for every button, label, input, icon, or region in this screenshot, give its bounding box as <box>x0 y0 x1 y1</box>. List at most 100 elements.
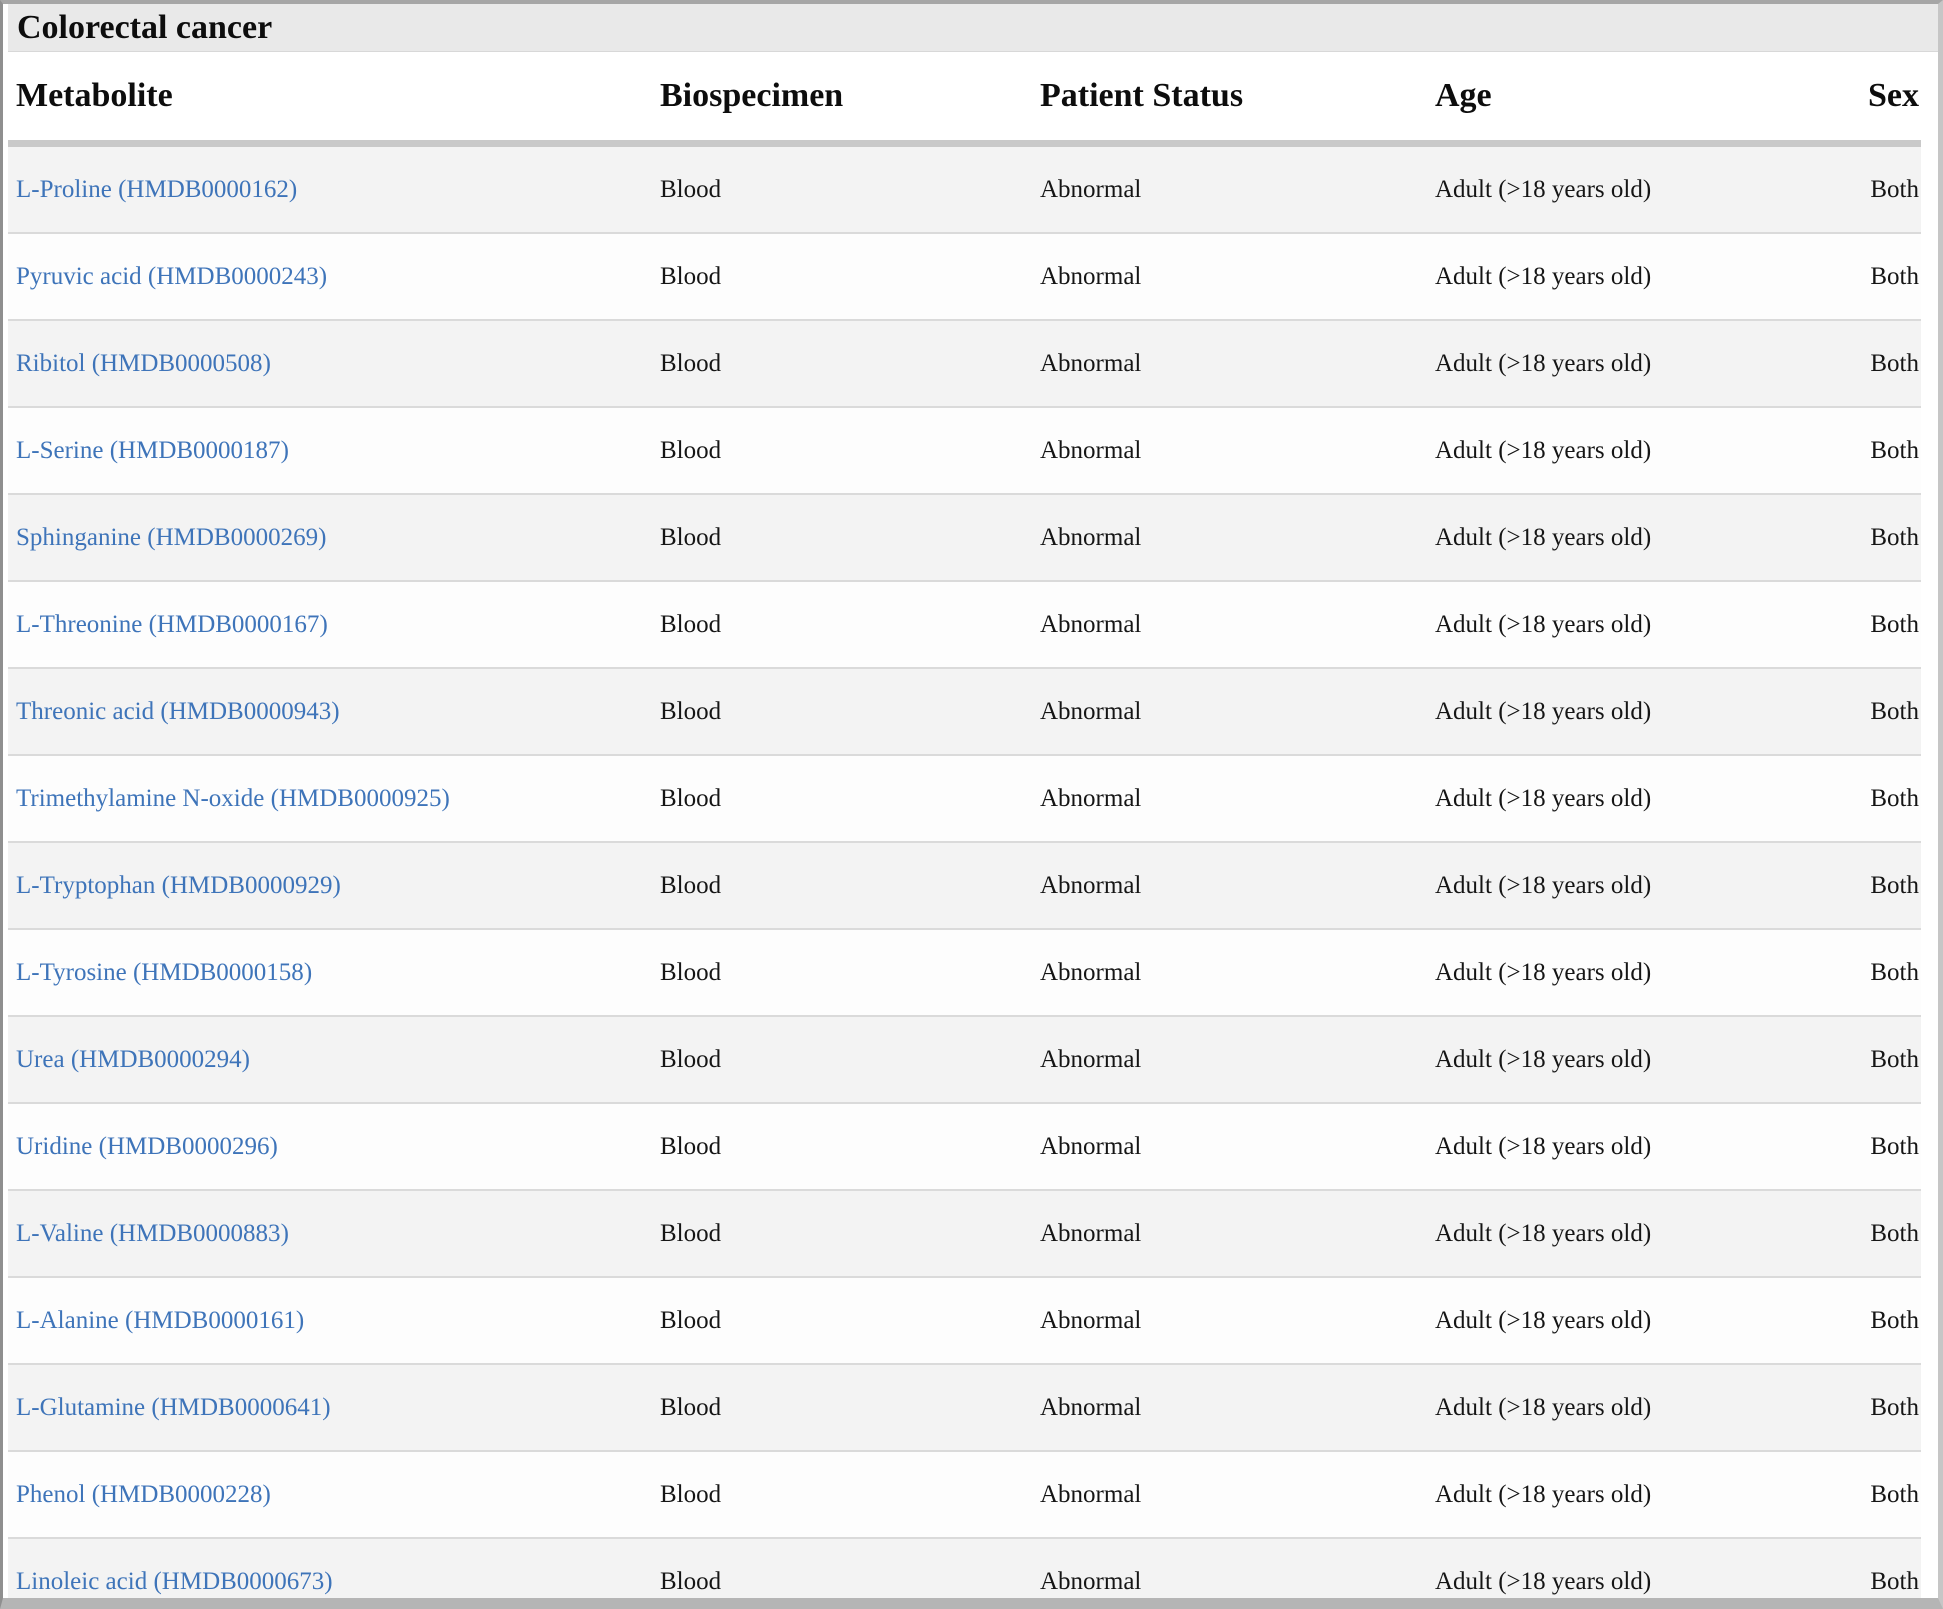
metabolite-link[interactable]: L-Alanine <box>16 1306 119 1334</box>
table-row: Linoleic acid (HMDB0000673) Blood Abnorm… <box>8 1537 1921 1598</box>
hmdb-id-link[interactable]: HMDB0000883 <box>118 1219 281 1247</box>
sex-cell: Both <box>1852 1537 1921 1598</box>
biospecimen-cell: Blood <box>652 1276 1032 1364</box>
close-paren: ) <box>318 523 327 551</box>
age-cell: Adult (>18 years old) <box>1427 493 1852 581</box>
table-header-row: Metabolite Biospecimen Patient Status Ag… <box>8 52 1921 147</box>
age-cell: Adult (>18 years old) <box>1427 841 1852 929</box>
close-paren: ) <box>441 784 450 812</box>
metabolite-cell: Uridine (HMDB0000296) <box>8 1102 652 1190</box>
patient-status-cell: Abnormal <box>1040 175 1142 203</box>
open-paren: ( <box>142 610 157 638</box>
table-row: L-Glutamine (HMDB0000641) Blood Abnormal… <box>8 1363 1921 1451</box>
hmdb-id-link[interactable]: HMDB0000641 <box>159 1393 323 1421</box>
metabolite-cell: L-Alanine (HMDB0000161) <box>8 1276 652 1364</box>
open-paren: ( <box>85 349 101 377</box>
metabolite-link[interactable]: L-Tyrosine <box>16 958 127 986</box>
metabolite-link[interactable]: Linoleic acid <box>16 1567 148 1595</box>
close-paren: ) <box>280 436 289 464</box>
metabolite-link[interactable]: L-Glutamine <box>16 1393 146 1421</box>
close-paren: ) <box>319 610 328 638</box>
hmdb-id-link[interactable]: HMDB0000508 <box>100 349 263 377</box>
hmdb-id-link[interactable]: HMDB0000162 <box>126 175 289 203</box>
sex-cell: Both <box>1852 667 1921 755</box>
table-row: L-Valine (HMDB0000883) Blood Abnormal Ad… <box>8 1189 1921 1277</box>
table-row: L-Threonine (HMDB0000167) Blood Abnormal… <box>8 580 1921 668</box>
sex-cell: Both <box>1852 319 1921 407</box>
close-paren: ) <box>303 958 313 986</box>
age-cell: Adult (>18 years old) <box>1427 667 1852 755</box>
sex-cell: Both <box>1852 1363 1921 1451</box>
metabolite-link[interactable]: Pyruvic acid <box>16 262 142 290</box>
hmdb-id-link[interactable]: HMDB0000929 <box>169 871 333 899</box>
open-paren: ( <box>141 523 156 551</box>
sex-cell: Both <box>1852 841 1921 929</box>
col-header-patient-status: Patient Status <box>1032 52 1427 147</box>
table-row: Pyruvic acid (HMDB0000243) Blood Abnorma… <box>8 232 1921 320</box>
col-header-sex: Sex <box>1852 52 1921 147</box>
metabolites-table: Metabolite Biospecimen Patient Status Ag… <box>8 52 1921 1598</box>
hmdb-id-link[interactable]: HMDB0000243 <box>156 262 319 290</box>
table-row: L-Tryptophan (HMDB0000929) Blood Abnorma… <box>8 841 1921 929</box>
metabolite-link[interactable]: L-Threonine <box>16 610 143 638</box>
biospecimen-cell: Blood <box>652 1363 1032 1451</box>
biospecimen-cell: Blood <box>652 493 1032 581</box>
age-cell: Adult (>18 years old) <box>1427 1102 1852 1190</box>
metabolite-link[interactable]: Sphinganine <box>16 523 141 551</box>
hmdb-id-link[interactable]: HMDB0000925 <box>278 784 442 812</box>
patient-status-cell: Abnormal <box>1032 1276 1427 1364</box>
disease-title: Colorectal cancer <box>8 4 1938 52</box>
biospecimen-cell: Blood <box>652 1537 1032 1598</box>
table-row: Ribitol (HMDB0000508) Blood Abnormal Adu… <box>8 319 1921 407</box>
sex-cell: Both <box>1852 1276 1921 1364</box>
hmdb-id-link[interactable]: HMDB0000673 <box>161 1567 325 1595</box>
hmdb-id-link[interactable]: HMDB0000943 <box>168 697 332 725</box>
patient-status-cell: Abnormal <box>1032 232 1427 320</box>
metabolite-cell: Pyruvic acid (HMDB0000243) <box>8 232 652 320</box>
hmdb-id-link[interactable]: HMDB0000228 <box>100 1480 263 1508</box>
biospecimen-cell: Blood <box>652 1015 1032 1103</box>
table-row: Trimethylamine N-oxide (HMDB0000925) Blo… <box>8 754 1921 842</box>
metabolite-link[interactable]: Trimethylamine N-oxide <box>16 784 265 812</box>
hmdb-id-link[interactable]: HMDB0000167 <box>156 610 320 638</box>
patient-status-cell: Abnormal <box>1032 406 1427 494</box>
hmdb-id-link[interactable]: HMDB0000187 <box>118 436 281 464</box>
metabolite-link[interactable]: Ribitol <box>16 349 86 377</box>
age-cell: Adult (>18 years old) <box>1427 754 1852 842</box>
close-paren: ) <box>280 1219 289 1247</box>
hmdb-id-link[interactable]: HMDB0000294 <box>79 1045 242 1073</box>
close-paren: ) <box>288 175 298 203</box>
close-paren: ) <box>241 1045 250 1073</box>
metabolite-cell: L-Glutamine (HMDB0000641) <box>8 1363 652 1451</box>
biospecimen-cell: Blood <box>652 1189 1032 1277</box>
biospecimen-cell: Blood <box>652 754 1032 842</box>
open-paren: ( <box>147 1567 162 1595</box>
metabolite-link[interactable]: L-Tryptophan <box>16 871 156 899</box>
sex-cell: Both <box>1852 232 1921 320</box>
hmdb-id-link[interactable]: HMDB0000269 <box>155 523 319 551</box>
open-paren: ( <box>145 1393 160 1421</box>
metabolite-link[interactable]: Threonic acid <box>16 697 155 725</box>
metabolite-cell: L-Proline (HMDB0000162) <box>8 144 652 234</box>
close-paren: ) <box>331 697 340 725</box>
metabolite-link[interactable]: Uridine <box>16 1132 93 1160</box>
metabolite-link[interactable]: L-Valine <box>16 1219 104 1247</box>
metabolite-link[interactable]: Phenol <box>16 1480 86 1508</box>
close-paren: ) <box>324 1567 333 1595</box>
metabolite-link[interactable]: L-Proline <box>16 175 112 203</box>
open-paren: ( <box>155 871 170 899</box>
hmdb-id-link[interactable]: HMDB0000161 <box>133 1306 296 1334</box>
hmdb-id-link[interactable]: HMDB0000158 <box>141 958 304 986</box>
patient-status-cell: Abnormal <box>1032 493 1427 581</box>
table-row: L-Proline (HMDB0000162) Blood Abnormal A… <box>8 143 1921 234</box>
metabolite-cell: Linoleic acid (HMDB0000673) <box>8 1537 652 1598</box>
col-header-age: Age <box>1427 52 1852 147</box>
hmdb-id-link[interactable]: HMDB0000296 <box>106 1132 270 1160</box>
metabolite-cell: Urea (HMDB0000294) <box>8 1015 652 1103</box>
biospecimen-cell: Blood <box>652 1450 1032 1538</box>
metabolite-link[interactable]: L-Serine <box>16 436 104 464</box>
open-paren: ( <box>141 262 157 290</box>
metabolite-link[interactable]: Urea <box>16 1045 65 1073</box>
biospecimen-cell: Blood <box>652 406 1032 494</box>
open-paren: ( <box>85 1480 101 1508</box>
